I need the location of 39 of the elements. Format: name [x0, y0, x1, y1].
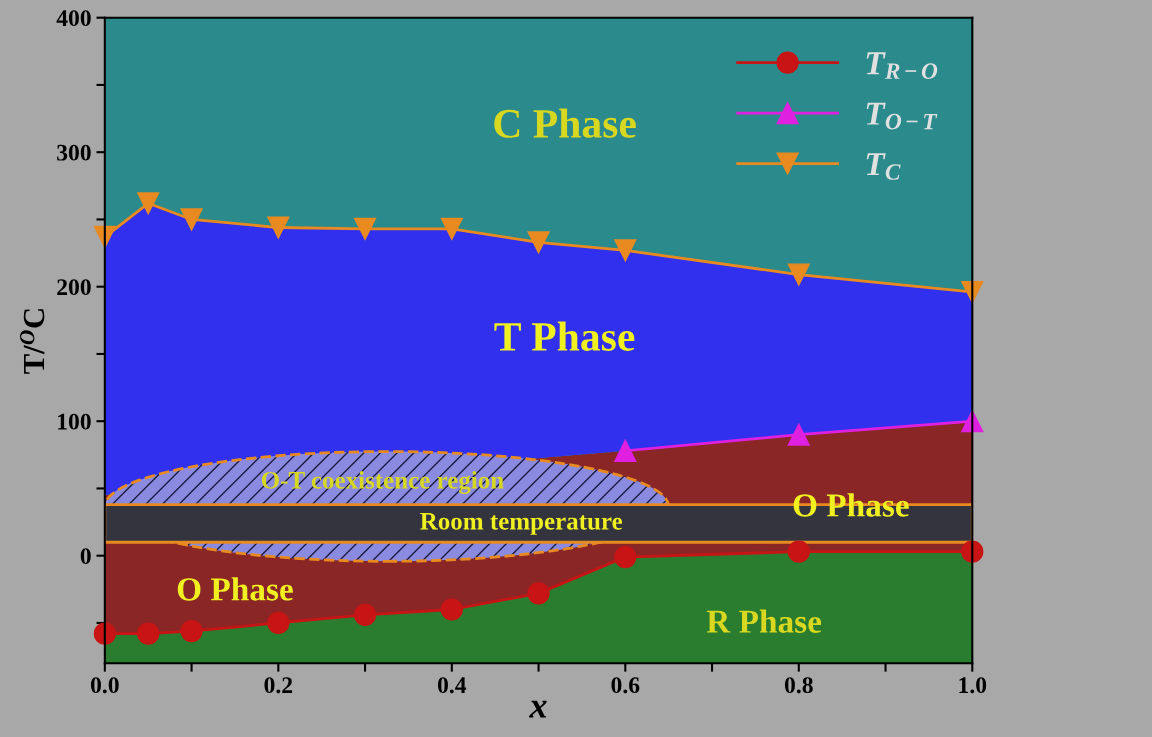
annotation: O Phase [177, 577, 293, 601]
point [614, 545, 637, 569]
point [527, 231, 550, 254]
point [614, 239, 637, 262]
x-tick-label: 1.0 [959, 677, 987, 694]
point [137, 622, 160, 645]
x-tick-label: 0.6 [611, 677, 640, 694]
y-tick-label: 100 [58, 413, 91, 430]
point [180, 619, 203, 643]
y-tick-label: 400 [56, 10, 91, 27]
x-tick-label: 0.8 [784, 677, 813, 694]
point [353, 603, 377, 626]
point [353, 217, 377, 240]
point [787, 540, 810, 563]
annotation: R Phase [706, 609, 822, 633]
y-tick-label: 200 [57, 279, 91, 296]
x-tick-label: 0.4 [437, 677, 467, 694]
x-tick-label: 0.0 [90, 677, 119, 694]
point [267, 611, 290, 635]
legend-label: T$_{R−O}$ [866, 52, 938, 79]
point [527, 582, 550, 605]
y-tick-label: 0 [80, 548, 91, 565]
point [614, 439, 637, 462]
point [787, 423, 810, 446]
point [787, 263, 810, 286]
point [267, 216, 290, 239]
legend-label: T$_{O−T}$ [866, 102, 938, 130]
band-label: Room temperature [420, 513, 623, 535]
point [440, 217, 463, 240]
y-axis-title: T/$^{O}$C [20, 309, 45, 374]
x-axis-title: x [529, 700, 547, 718]
legend-label: T$_{C}$ [866, 153, 901, 180]
point [137, 192, 160, 215]
y-tick-label: 300 [57, 144, 91, 161]
point [180, 208, 203, 231]
annotation: C Phase [494, 108, 636, 138]
x-tick-label: 0.2 [264, 677, 293, 694]
point [440, 598, 463, 621]
annotation: T Phase [494, 321, 635, 351]
